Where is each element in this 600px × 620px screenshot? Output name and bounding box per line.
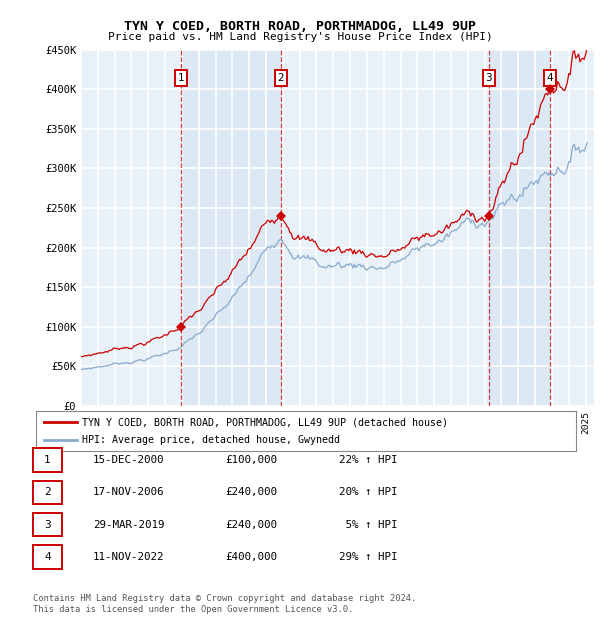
Text: 2: 2 (44, 487, 51, 497)
Text: £240,000: £240,000 (225, 520, 277, 529)
Text: 1: 1 (44, 455, 51, 465)
Text: HPI: Average price, detached house, Gwynedd: HPI: Average price, detached house, Gwyn… (82, 435, 340, 446)
Bar (181, 50, 281, 406)
Text: 22% ↑ HPI: 22% ↑ HPI (339, 455, 397, 465)
Text: 1: 1 (178, 73, 185, 83)
Text: 3: 3 (44, 520, 51, 529)
Text: 29% ↑ HPI: 29% ↑ HPI (339, 552, 397, 562)
Text: TYN Y COED, BORTH ROAD, PORTHMADOG, LL49 9UP (detached house): TYN Y COED, BORTH ROAD, PORTHMADOG, LL49… (82, 418, 448, 428)
Text: Price paid vs. HM Land Registry's House Price Index (HPI): Price paid vs. HM Land Registry's House … (107, 32, 493, 42)
Bar (550, 50, 594, 406)
Text: £100,000: £100,000 (225, 455, 277, 465)
Text: TYN Y COED, BORTH ROAD, PORTHMADOG, LL49 9UP: TYN Y COED, BORTH ROAD, PORTHMADOG, LL49… (124, 20, 476, 33)
Text: 17-NOV-2006: 17-NOV-2006 (93, 487, 164, 497)
Text: 11-NOV-2022: 11-NOV-2022 (93, 552, 164, 562)
Bar (81, 50, 181, 406)
Text: 15-DEC-2000: 15-DEC-2000 (93, 455, 164, 465)
Text: Contains HM Land Registry data © Crown copyright and database right 2024.
This d: Contains HM Land Registry data © Crown c… (33, 595, 416, 614)
Text: 4: 4 (547, 73, 553, 83)
Bar (489, 50, 550, 406)
Text: 5% ↑ HPI: 5% ↑ HPI (339, 520, 397, 529)
Text: 20% ↑ HPI: 20% ↑ HPI (339, 487, 397, 497)
Text: £240,000: £240,000 (225, 487, 277, 497)
Text: £400,000: £400,000 (225, 552, 277, 562)
Text: 4: 4 (44, 552, 51, 562)
Text: 29-MAR-2019: 29-MAR-2019 (93, 520, 164, 529)
Text: 2: 2 (277, 73, 284, 83)
Text: 3: 3 (485, 73, 492, 83)
Bar (281, 50, 489, 406)
